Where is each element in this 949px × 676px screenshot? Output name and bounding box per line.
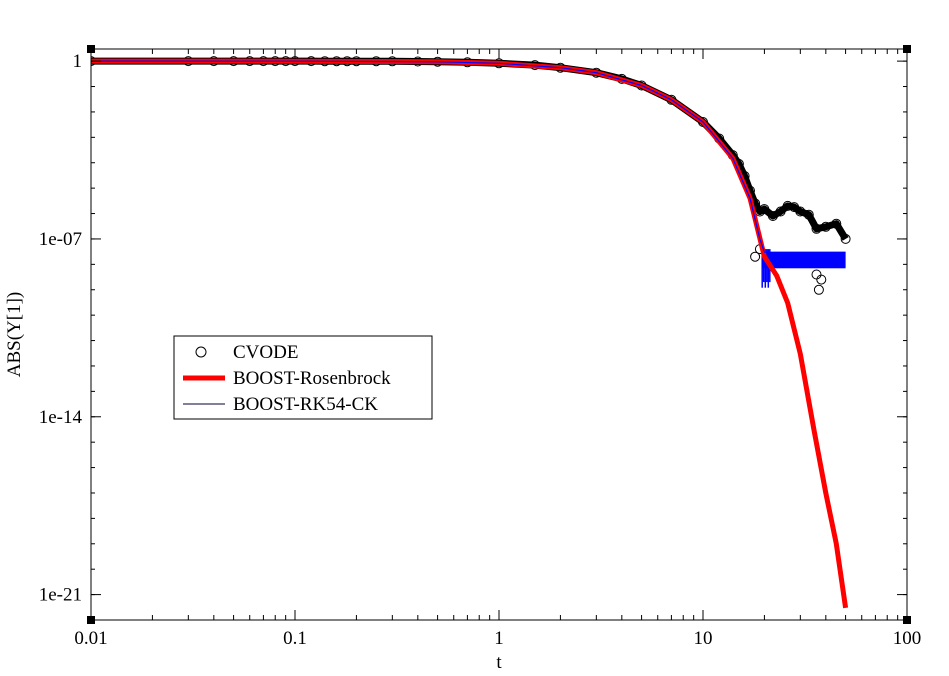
y-tick-label: 1e-14 (39, 407, 83, 428)
cvode-point (775, 206, 786, 217)
y-tick-label: 1e-21 (39, 585, 82, 606)
corner-marker (903, 45, 911, 53)
cvode-point (803, 209, 814, 220)
x-axis-label: t (496, 652, 502, 673)
legend-label: CVODE (233, 342, 298, 363)
x-tick-label: 100 (893, 628, 922, 649)
rk54-noise-band (762, 252, 846, 269)
cvode-point (840, 233, 851, 244)
series-layer (91, 56, 851, 609)
legend-marker-cvode (195, 346, 207, 358)
cvode-point (698, 117, 708, 127)
x-tick-label: 0.1 (283, 628, 307, 649)
y-tick-label: 1e-07 (39, 229, 82, 250)
y-axis-label: ABS(Y[1]) (4, 292, 25, 378)
axis-ticks: 0.01 0.1 1 10 100 1 1e-07 1e-14 1e-21 (39, 49, 922, 649)
cvode-point (820, 221, 831, 232)
x-tick-label: 1 (494, 628, 504, 649)
x-tick-label: 0.01 (74, 628, 107, 649)
cvode-point (750, 251, 761, 262)
cvode-point (816, 274, 827, 285)
legend-label: BOOST-Rosenbrock (233, 368, 391, 389)
y-tick-label: 1 (73, 51, 83, 72)
cvode-point (813, 284, 824, 295)
legend-label: BOOST-RK54-CK (233, 394, 378, 415)
cvode-point (795, 206, 806, 217)
x-tick-label: 10 (694, 628, 713, 649)
rk54-series-line (91, 60, 846, 253)
legend: CVODE BOOST-Rosenbrock BOOST-RK54-CK (173, 335, 433, 420)
cvode-point (811, 223, 822, 234)
cvode-point (831, 218, 842, 229)
cvode-point (782, 200, 793, 211)
cvode-point (759, 204, 770, 215)
cvode-point (767, 211, 778, 221)
